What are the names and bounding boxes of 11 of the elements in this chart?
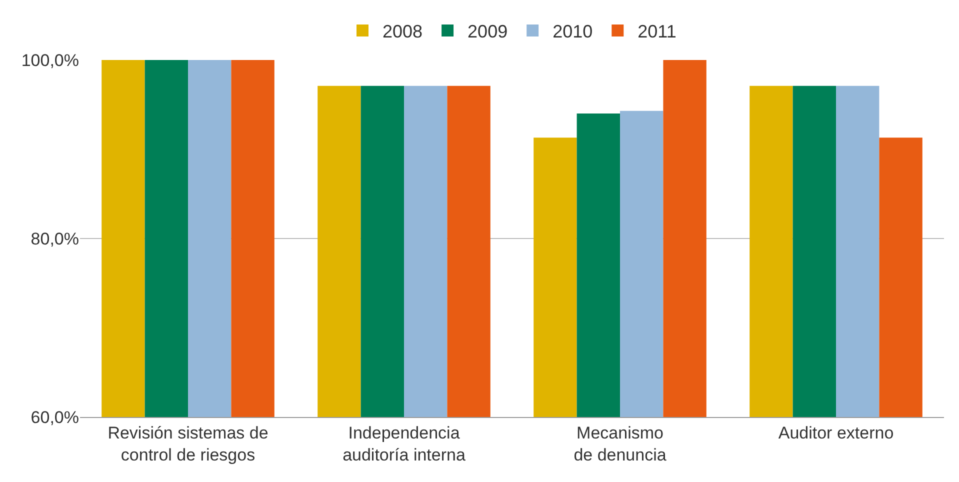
legend-label: 2010 bbox=[552, 22, 593, 42]
x-tick-label: Auditor externo bbox=[778, 423, 894, 442]
x-tick-label: Mecanismo de denuncia bbox=[574, 423, 667, 464]
legend-label: 2011 bbox=[638, 22, 676, 42]
legend-label: 2008 bbox=[382, 22, 423, 42]
legend-label: 2009 bbox=[468, 22, 508, 42]
y-tick-label: 60,0% bbox=[30, 408, 79, 427]
x-tick-label: Independencia auditoría interna bbox=[342, 423, 466, 464]
y-tick-label: 100,0% bbox=[21, 50, 79, 70]
x-tick-label: Revisión sistemas de control de riesgos bbox=[108, 423, 268, 464]
y-tick-label: 80,0% bbox=[30, 229, 79, 248]
